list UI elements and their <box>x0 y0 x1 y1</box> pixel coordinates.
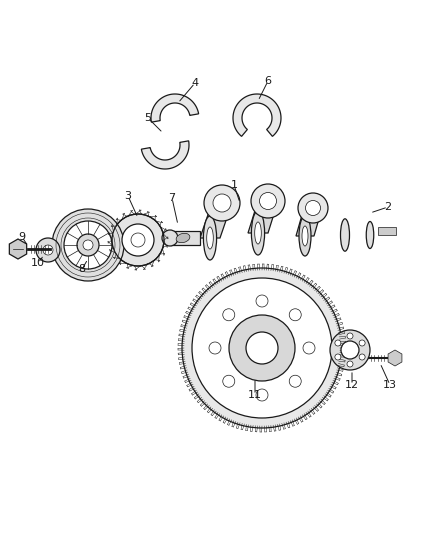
Text: 12: 12 <box>345 380 359 390</box>
Text: 3: 3 <box>124 191 131 201</box>
Circle shape <box>122 224 154 256</box>
Polygon shape <box>141 141 189 169</box>
Polygon shape <box>151 94 199 122</box>
Text: 7: 7 <box>169 193 176 203</box>
Polygon shape <box>248 201 278 233</box>
Polygon shape <box>296 208 322 236</box>
Text: 2: 2 <box>385 202 392 212</box>
Text: 4: 4 <box>191 78 198 88</box>
Circle shape <box>303 342 315 354</box>
Circle shape <box>347 361 353 367</box>
Circle shape <box>64 221 112 269</box>
Ellipse shape <box>251 211 265 255</box>
Ellipse shape <box>302 226 308 246</box>
Circle shape <box>289 375 301 387</box>
Circle shape <box>347 333 353 339</box>
Circle shape <box>52 209 124 281</box>
Polygon shape <box>170 231 200 245</box>
Text: 13: 13 <box>383 380 397 390</box>
Ellipse shape <box>203 216 217 260</box>
Circle shape <box>182 268 342 428</box>
Ellipse shape <box>340 219 350 251</box>
Circle shape <box>223 375 235 387</box>
Circle shape <box>36 238 60 262</box>
Text: 6: 6 <box>265 76 272 86</box>
Text: 8: 8 <box>78 264 85 274</box>
Circle shape <box>131 233 145 247</box>
Circle shape <box>305 200 321 215</box>
Circle shape <box>204 185 240 221</box>
Ellipse shape <box>207 227 213 249</box>
Circle shape <box>330 330 370 370</box>
Circle shape <box>192 278 332 418</box>
Circle shape <box>359 354 365 360</box>
Bar <box>378 227 396 235</box>
Circle shape <box>341 341 359 359</box>
Polygon shape <box>200 203 232 238</box>
Circle shape <box>77 234 99 256</box>
Polygon shape <box>233 94 281 136</box>
Text: 11: 11 <box>248 390 262 400</box>
Ellipse shape <box>255 222 261 244</box>
Ellipse shape <box>299 216 311 256</box>
Circle shape <box>246 332 278 364</box>
Text: 1: 1 <box>230 180 237 190</box>
Circle shape <box>359 340 365 346</box>
Circle shape <box>251 184 285 218</box>
Circle shape <box>298 193 328 223</box>
Ellipse shape <box>176 233 190 243</box>
Text: 9: 9 <box>18 232 25 242</box>
Polygon shape <box>388 350 402 366</box>
Circle shape <box>259 192 276 209</box>
Circle shape <box>289 309 301 321</box>
Circle shape <box>209 342 221 354</box>
Ellipse shape <box>366 222 374 248</box>
Polygon shape <box>9 239 27 259</box>
Circle shape <box>223 309 235 321</box>
Text: 5: 5 <box>145 113 152 123</box>
Circle shape <box>256 389 268 401</box>
Circle shape <box>335 340 341 346</box>
Text: 10: 10 <box>31 258 45 268</box>
Circle shape <box>256 295 268 307</box>
Circle shape <box>213 194 231 212</box>
Circle shape <box>335 354 341 360</box>
Circle shape <box>83 240 93 250</box>
Circle shape <box>229 315 295 381</box>
Circle shape <box>112 214 164 266</box>
Circle shape <box>162 230 178 246</box>
Circle shape <box>43 245 53 255</box>
